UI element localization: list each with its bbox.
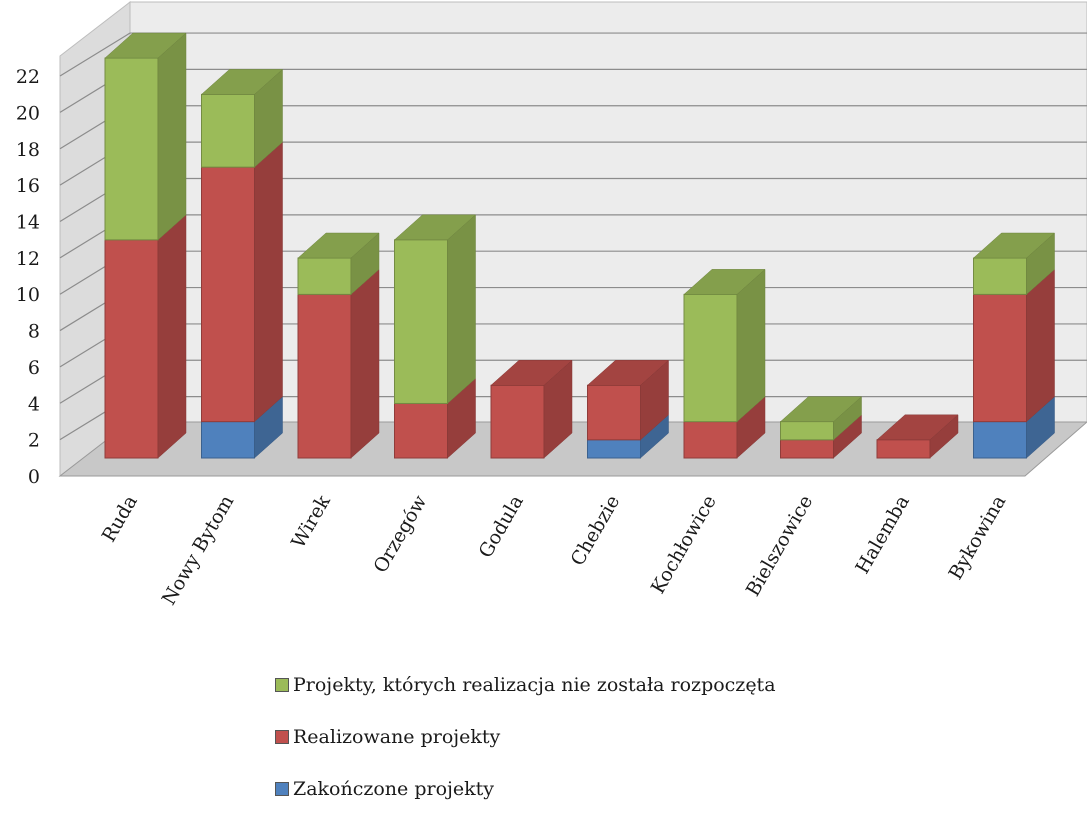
bar-side	[157, 32, 187, 241]
legend-label: Zakończone projekty	[293, 778, 495, 800]
bar-segment	[104, 214, 187, 459]
bar-front	[876, 439, 931, 459]
bar-segment	[683, 268, 766, 423]
bar-top	[586, 360, 670, 386]
bar-side	[254, 141, 283, 423]
y-tick-label: 20	[16, 102, 40, 124]
x-tick-label: Kochłowice	[647, 492, 721, 598]
x-tick-label: Orzegów	[369, 491, 431, 577]
bar-segment	[201, 68, 283, 168]
bar-segment	[490, 359, 573, 459]
bar-front	[973, 257, 1027, 295]
bar-top	[104, 32, 187, 59]
x-axis-labels: Ruda Nowy Bytom Wirek Orzegów Godula Chebzie K…	[98, 491, 1011, 609]
x-tick-label: Nowy Bytom	[158, 492, 238, 609]
bar-segment	[973, 396, 1055, 459]
bar-front	[297, 257, 352, 295]
legend-item: Realizowane projekty	[275, 724, 776, 750]
legend-swatch	[275, 782, 289, 796]
bar-front	[780, 439, 834, 459]
x-tick-label: Ruda	[98, 492, 142, 546]
chart: 0 2 4 6 8 10 12 14 16 18 20 22 Ruda Nowy Bytom Wirek O…	[16, 1, 1087, 609]
bar-front	[394, 239, 448, 404]
legend-label: Realizowane projekty	[293, 726, 501, 748]
bar-segment	[104, 32, 187, 241]
bar-front	[297, 293, 352, 459]
bar-top	[779, 396, 863, 422]
bar-side	[350, 268, 380, 459]
x-tick-label: Godula	[475, 492, 528, 562]
y-tick-label: 12	[16, 248, 40, 270]
bar-front	[780, 421, 834, 441]
legend-swatch	[275, 678, 289, 692]
bar-front	[587, 384, 641, 441]
bar-segment	[587, 359, 669, 441]
bar-front	[973, 421, 1027, 459]
bar-segment	[587, 414, 669, 459]
y-tick-label: 10	[16, 284, 40, 306]
bar-top	[297, 232, 380, 259]
bar-segment	[780, 414, 862, 459]
legend-label: Projekty, których realizacja nie została…	[293, 674, 776, 696]
bar-front	[104, 57, 159, 241]
bar-top	[393, 214, 477, 241]
x-tick-label: Wirek	[287, 491, 335, 552]
y-tick-label: 4	[28, 393, 40, 415]
bar-front	[201, 166, 255, 423]
bar-top	[683, 269, 766, 295]
bar-front	[683, 421, 738, 459]
y-tick-label: 22	[16, 66, 40, 88]
legend-swatch	[275, 730, 289, 744]
bar-segment	[201, 141, 283, 423]
bar-segment	[297, 268, 380, 459]
bar-front	[201, 93, 255, 168]
x-tick-label: Halemba	[851, 492, 913, 578]
bar-segment	[201, 396, 283, 459]
bar-segment	[394, 377, 476, 459]
y-tick-label: 0	[28, 466, 40, 488]
bar-top	[490, 360, 573, 386]
legend-item: Projekty, których realizacja nie została…	[275, 672, 776, 698]
bar-side	[1026, 268, 1055, 423]
legend-item: Zakończone projekty	[275, 776, 776, 802]
y-tick-label: 2	[28, 430, 40, 452]
bar-side	[157, 214, 187, 459]
bars	[104, 32, 1056, 459]
bar-front	[104, 239, 159, 459]
bar-front	[683, 293, 738, 423]
bar-top	[972, 232, 1056, 259]
bar-front	[490, 384, 545, 459]
bar-front	[201, 421, 255, 459]
y-tick-label: 6	[28, 357, 40, 379]
y-tick-label: 8	[28, 321, 40, 343]
bar-top	[200, 69, 284, 95]
y-axis-ticks: 0 2 4 6 8 10 12 14 16 18 20 22	[16, 66, 40, 488]
x-tick-label: Bielszowice	[742, 492, 817, 601]
bar-front	[394, 402, 448, 459]
y-tick-label: 16	[16, 175, 40, 197]
bar-segment	[394, 214, 476, 405]
y-tick-label: 14	[16, 211, 40, 233]
bar-front	[587, 439, 641, 459]
x-tick-label: Bykowina	[944, 492, 1010, 584]
y-tick-label: 18	[16, 139, 40, 161]
x-tick-label: Chebzie	[567, 492, 625, 570]
bar-side	[736, 268, 766, 423]
bar-segment	[683, 396, 766, 459]
bar-front	[973, 293, 1027, 423]
bar-segment	[973, 232, 1055, 295]
bar-side	[447, 214, 476, 405]
bar-segment	[973, 268, 1055, 423]
legend: Projekty, których realizacja nie została…	[275, 672, 776, 828]
gridline	[59, 32, 1087, 77]
bar-top	[876, 414, 959, 441]
bar-segment	[297, 232, 380, 295]
